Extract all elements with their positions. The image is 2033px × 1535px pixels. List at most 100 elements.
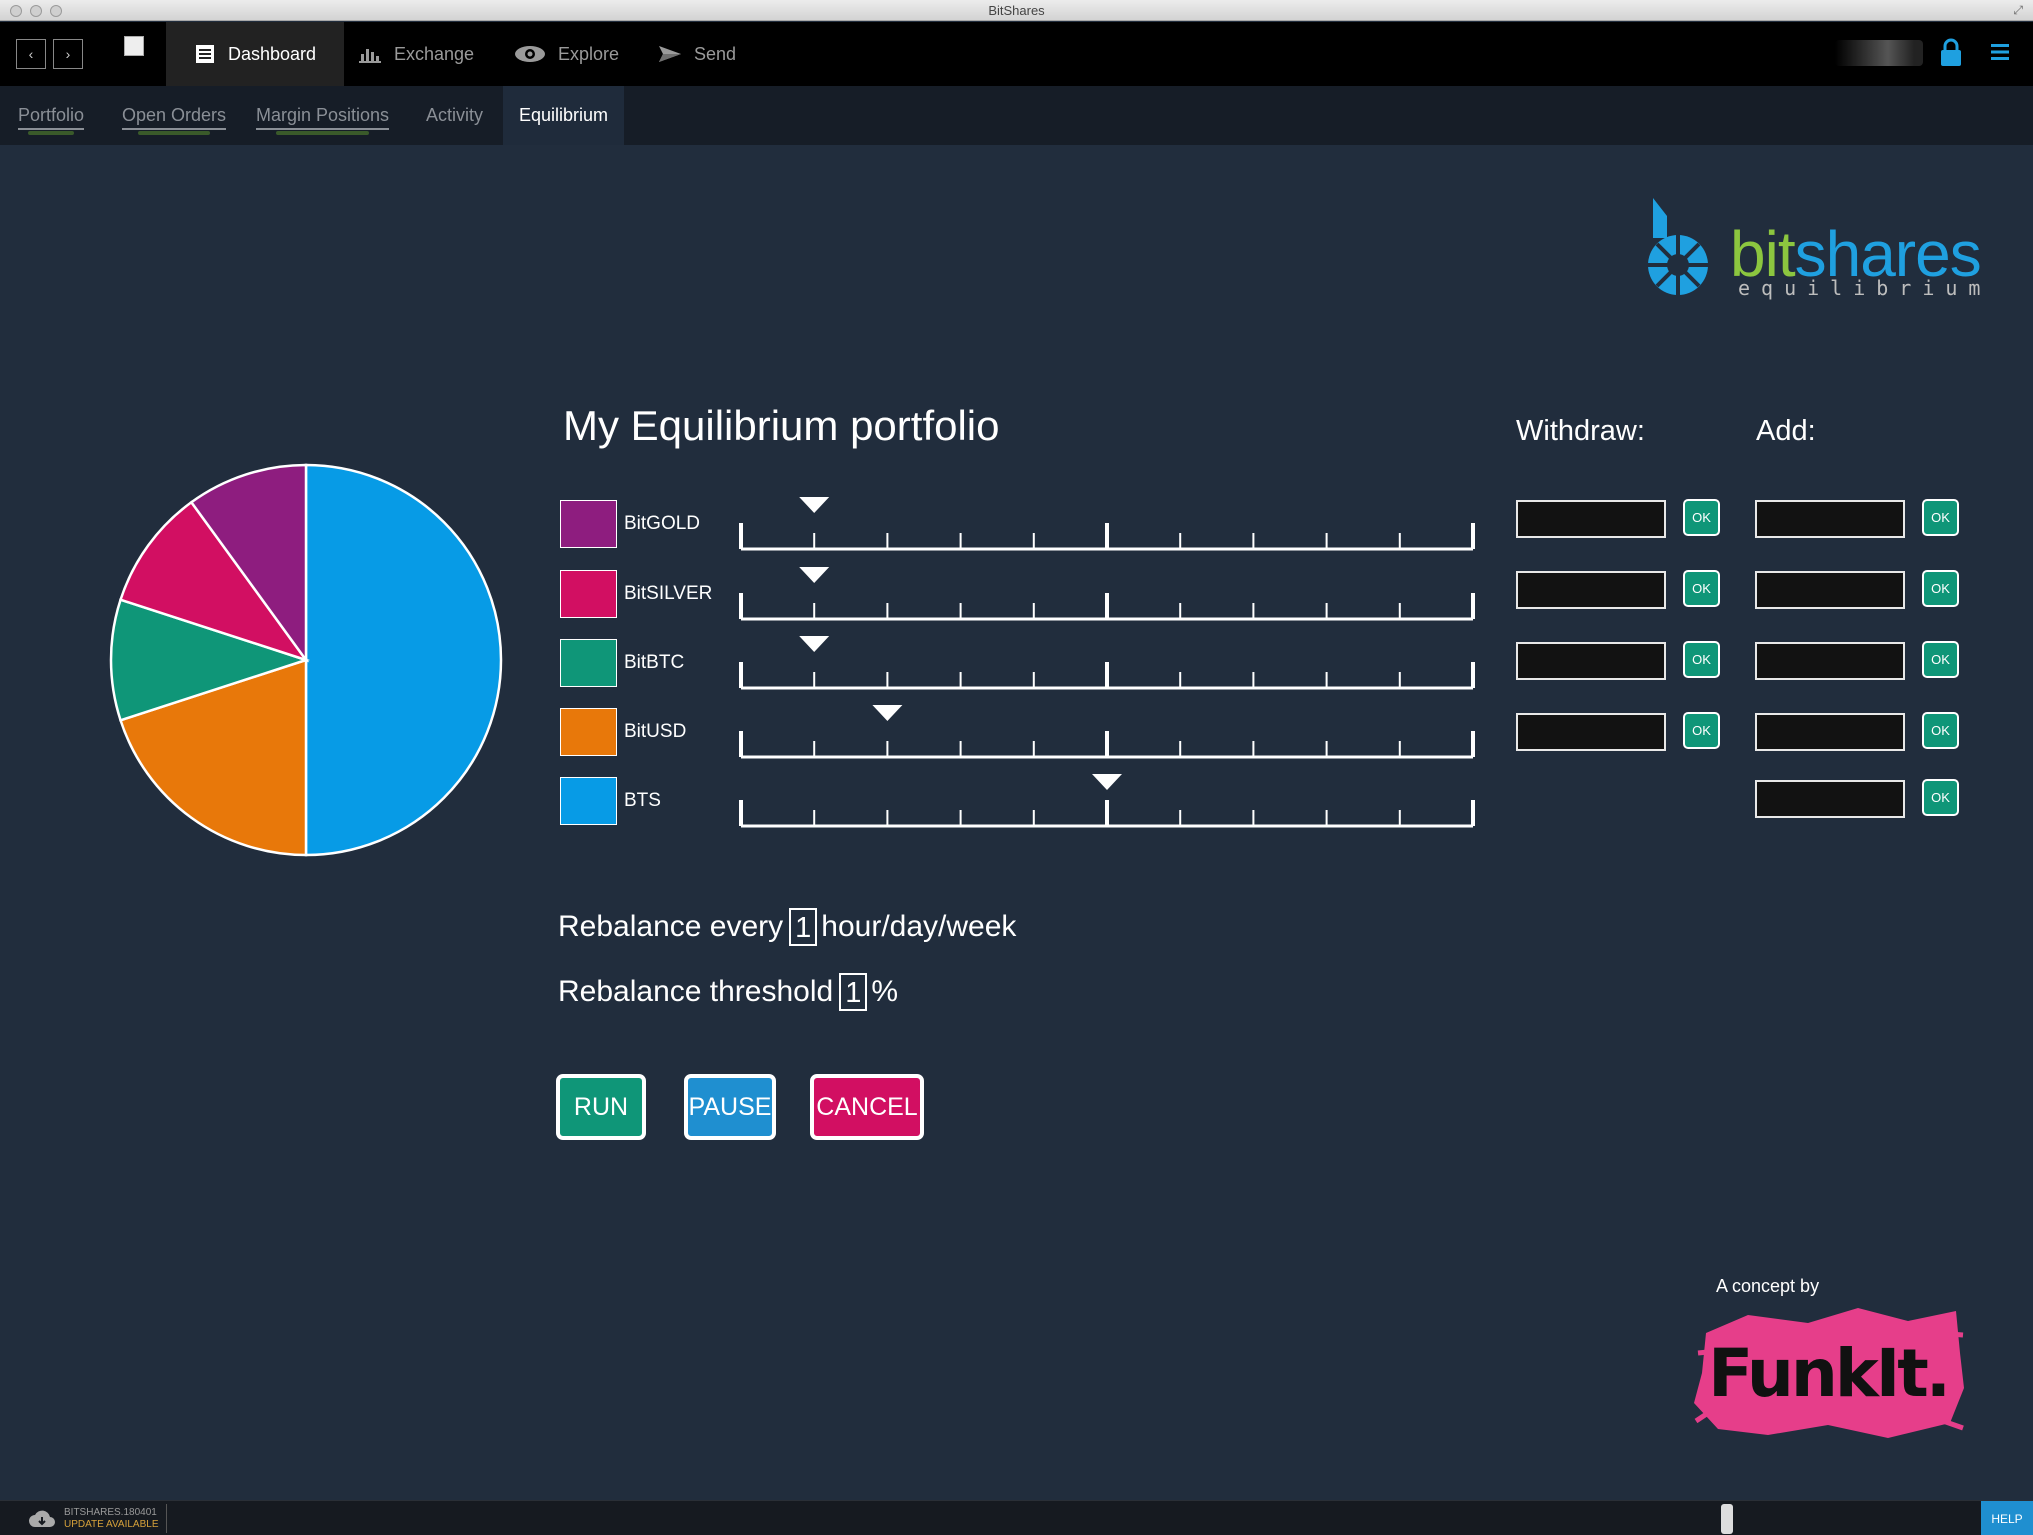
tab-dashboard[interactable]: Dashboard — [166, 22, 345, 86]
add-ok-button[interactable]: OK — [1922, 499, 1959, 536]
allocation-slider[interactable] — [738, 562, 1476, 622]
subtab-activity[interactable]: Activity — [426, 86, 483, 145]
logo-shares-text: shares — [1794, 218, 1982, 290]
logo-bit-text: bit — [1730, 218, 1796, 290]
tab-exchange[interactable]: Exchange — [330, 22, 502, 86]
asset-name: BitGOLD — [624, 513, 701, 534]
add-amount-input[interactable] — [1755, 500, 1905, 538]
tab-send-label: Send — [694, 43, 737, 64]
rebalance-threshold-label: Rebalance threshold — [558, 975, 834, 1008]
withdraw-ok-button[interactable]: OK — [1683, 641, 1720, 678]
help-button[interactable]: HELP — [1981, 1501, 2033, 1535]
minimize-window-button[interactable] — [30, 5, 42, 17]
sub-navigation: Portfolio Open Orders Margin Positions A… — [0, 86, 2033, 145]
fullscreen-icon[interactable]: ⤢ — [2013, 3, 2023, 17]
funkit-logo: FunkIt. — [1694, 1308, 1964, 1438]
portfolio-title: My Equilibrium portfolio — [563, 402, 1000, 449]
asset-row-bitbtc: BitBTC OK OK — [560, 636, 2000, 691]
rebalance-threshold-unit: % — [871, 975, 899, 1008]
withdraw-ok-button[interactable]: OK — [1683, 712, 1720, 749]
rebalance-interval-input[interactable]: 1 — [789, 908, 818, 946]
slider-thumb[interactable] — [872, 705, 903, 721]
zoom-window-button[interactable] — [50, 5, 62, 17]
withdraw-amount-input[interactable] — [1516, 713, 1666, 751]
add-ok-button[interactable]: OK — [1922, 641, 1959, 678]
asset-name: BitBTC — [624, 652, 685, 673]
tab-exchange-label: Exchange — [394, 43, 475, 64]
chevron-left-icon: ‹ — [28, 46, 34, 62]
asset-row-bitsilver: BitSILVER OK OK — [560, 567, 2000, 622]
lock-icon[interactable] — [1940, 37, 1962, 67]
add-heading: Add: — [1756, 415, 1816, 447]
withdraw-ok-button[interactable]: OK — [1683, 570, 1720, 607]
add-amount-input[interactable] — [1755, 780, 1905, 818]
footer-divider — [166, 1504, 167, 1533]
asset-color-swatch — [560, 777, 617, 825]
dashboard-icon — [196, 45, 214, 63]
withdraw-amount-input[interactable] — [1516, 500, 1666, 538]
cloud-download-icon[interactable] — [28, 1509, 56, 1529]
add-ok-button[interactable]: OK — [1922, 712, 1959, 749]
portfolio-allocation-pie-chart — [109, 463, 503, 857]
window-controls — [10, 5, 62, 17]
logo-wordmark: bitshares — [1730, 217, 1982, 291]
allocation-slider[interactable] — [738, 492, 1476, 552]
hamburger-menu-icon[interactable] — [1990, 42, 2010, 62]
subtab-open-orders[interactable]: Open Orders — [122, 86, 227, 145]
close-window-button[interactable] — [10, 5, 22, 17]
slider-thumb[interactable] — [1092, 774, 1122, 790]
add-ok-button[interactable]: OK — [1922, 570, 1959, 607]
slider-thumb[interactable] — [799, 497, 830, 513]
slider-thumb[interactable] — [799, 636, 830, 652]
subtab-open-orders-label: Open Orders — [122, 105, 227, 135]
bitshares-equilibrium-logo: bitshares equilibrium — [1645, 195, 1982, 305]
forward-button[interactable]: › — [53, 39, 83, 69]
window-title: BitShares — [988, 3, 1045, 18]
asset-color-swatch — [560, 639, 617, 687]
cancel-button[interactable]: CANCEL — [810, 1074, 924, 1140]
add-amount-input[interactable] — [1755, 713, 1905, 751]
pie-slice-bitbtc — [109, 598, 311, 722]
asset-color-swatch — [560, 570, 617, 618]
withdraw-ok-button[interactable]: OK — [1683, 499, 1720, 536]
rebalance-threshold-input[interactable]: 1 — [839, 973, 868, 1011]
logo-tagline: equilibrium — [1738, 276, 1992, 300]
tab-dashboard-label: Dashboard — [228, 43, 317, 64]
back-button[interactable]: ‹ — [16, 39, 46, 69]
allocation-slider[interactable] — [738, 700, 1476, 760]
connection-status-indicator — [1835, 40, 1923, 66]
window-titlebar: BitShares ⤢ — [0, 0, 2033, 21]
withdraw-amount-input[interactable] — [1516, 571, 1666, 609]
tab-explore[interactable]: Explore — [486, 22, 647, 86]
footer-scroll-handle[interactable] — [1721, 1504, 1733, 1534]
withdraw-amount-input[interactable] — [1516, 642, 1666, 680]
subtab-portfolio-label: Portfolio — [18, 105, 85, 135]
asset-color-swatch — [560, 500, 617, 548]
update-available-link[interactable]: UPDATE AVAILABLE — [64, 1519, 159, 1530]
allocation-slider[interactable] — [738, 769, 1476, 829]
funkit-brand-text: FunkIt. — [1708, 1335, 1948, 1412]
pause-button[interactable]: PAUSE — [684, 1074, 776, 1140]
rebalance-interval-setting: Rebalance every 1 hour/day/week — [558, 908, 1016, 946]
paper-plane-icon — [659, 46, 681, 62]
tab-send[interactable]: Send — [630, 22, 764, 86]
version-info: BITSHARES.180401 UPDATE AVAILABLE — [64, 1507, 158, 1531]
subtab-equilibrium[interactable]: Equilibrium — [503, 86, 625, 145]
slider-thumb[interactable] — [799, 567, 830, 583]
top-navigation: ‹ › Dashboard Exchange Explore — [0, 22, 2033, 86]
rebalance-unit-label: hour/day/week — [821, 910, 1017, 943]
asset-color-swatch — [560, 708, 617, 756]
subtab-portfolio[interactable]: Portfolio — [18, 86, 85, 145]
asset-name: BTS — [624, 790, 661, 811]
allocation-slider[interactable] — [738, 631, 1476, 691]
run-button[interactable]: RUN — [556, 1074, 646, 1140]
subtab-margin-positions[interactable]: Margin Positions — [256, 86, 390, 145]
add-ok-button[interactable]: OK — [1922, 779, 1959, 816]
chevron-right-icon: › — [65, 46, 71, 62]
add-amount-input[interactable] — [1755, 571, 1905, 609]
bar-chart-icon — [359, 49, 381, 63]
eye-icon — [515, 46, 545, 62]
rebalance-threshold-setting: Rebalance threshold 1% — [558, 973, 898, 1011]
add-amount-input[interactable] — [1755, 642, 1905, 680]
pie-slice-bitgold — [189, 463, 308, 664]
